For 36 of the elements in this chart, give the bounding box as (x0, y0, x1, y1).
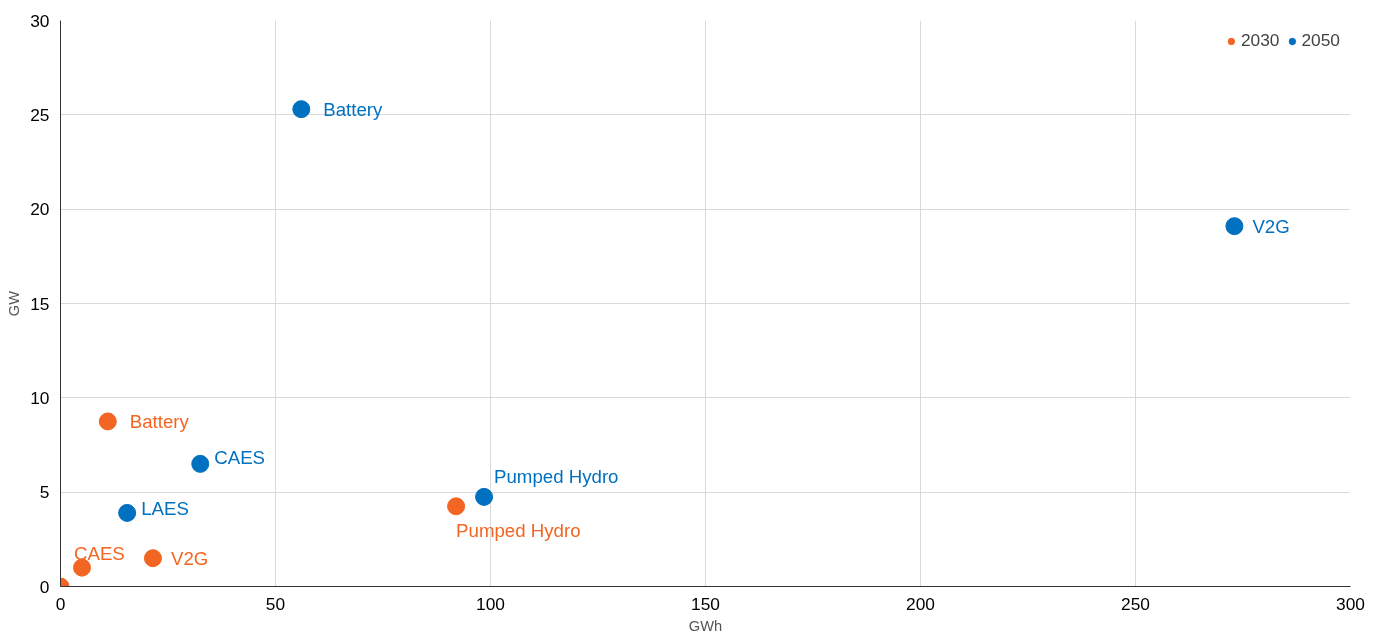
data-label: CAES (74, 543, 125, 565)
point (292, 100, 311, 119)
x-tick-label: 250 (1121, 593, 1150, 614)
y-tick-label: 15 (30, 293, 50, 314)
x-tick-label: 50 (265, 593, 286, 614)
y-tick-label: 0 (39, 576, 50, 597)
data-label: Pumped Hydro (456, 519, 581, 541)
x-tick-label: 100 (476, 593, 505, 614)
point (98, 412, 117, 431)
y-tick-label: 20 (30, 199, 50, 220)
x-tick-label: 300 (1336, 593, 1365, 614)
data-label: CAES (214, 447, 266, 469)
x-tick-label: 150 (691, 593, 720, 614)
point (1225, 217, 1244, 236)
y-tick-label: 10 (30, 387, 50, 408)
x-tick-label: 0 (55, 593, 66, 614)
point (118, 503, 137, 522)
data-label: V2G (170, 547, 209, 569)
data-label: V2G (1252, 215, 1290, 237)
y-tick-label: 5 (39, 482, 50, 503)
point (143, 549, 162, 568)
legend-label: 2030 (1240, 30, 1280, 51)
y-axis-title: GW (6, 290, 23, 317)
point (191, 454, 210, 473)
y-tick-label: 30 (30, 10, 50, 31)
point (475, 487, 494, 506)
data-label: Pumped Hydro (494, 466, 619, 488)
y-tick-label: 25 (30, 104, 50, 125)
point (73, 558, 91, 577)
data-label: LAES (141, 498, 189, 520)
x-tick-label: 200 (906, 593, 935, 614)
data-label: Battery (129, 410, 190, 432)
legend-label: 2050 (1301, 30, 1340, 51)
x-axis-title: GWh (688, 617, 723, 634)
point (447, 497, 466, 516)
data-label: Battery (323, 98, 384, 120)
